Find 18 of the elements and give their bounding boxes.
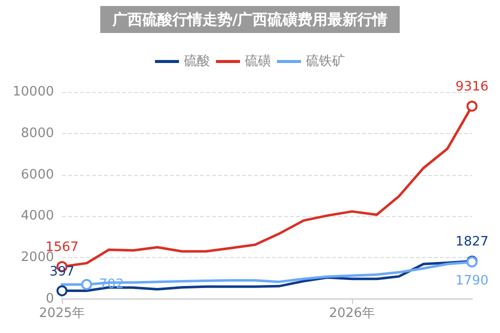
y-tick-label: 4000 — [20, 208, 54, 224]
y-tick-label: 10000 — [12, 84, 54, 100]
y-tick-label: 6000 — [20, 167, 54, 182]
point — [56, 285, 68, 296]
x-tick-label: 2025年 — [38, 306, 86, 321]
legend-label: 硫酸 — [184, 54, 210, 69]
point — [466, 100, 478, 112]
legend-label: 硫铁矿 — [306, 54, 345, 69]
data-label: 9316 — [455, 80, 489, 95]
legend-label: 硫磺 — [245, 54, 271, 69]
data-label: 1790 — [455, 273, 489, 288]
data-label: 1827 — [455, 234, 489, 250]
point — [81, 278, 92, 290]
data-label: 397 — [50, 264, 74, 280]
chart-title: 广西硫酸行情走势/广西硫磺费用最新行情 — [111, 10, 388, 28]
y-tick-label: 0 — [46, 292, 54, 306]
x-tick-label: 2026年 — [328, 306, 376, 321]
y-tick-label: 8000 — [20, 126, 54, 141]
